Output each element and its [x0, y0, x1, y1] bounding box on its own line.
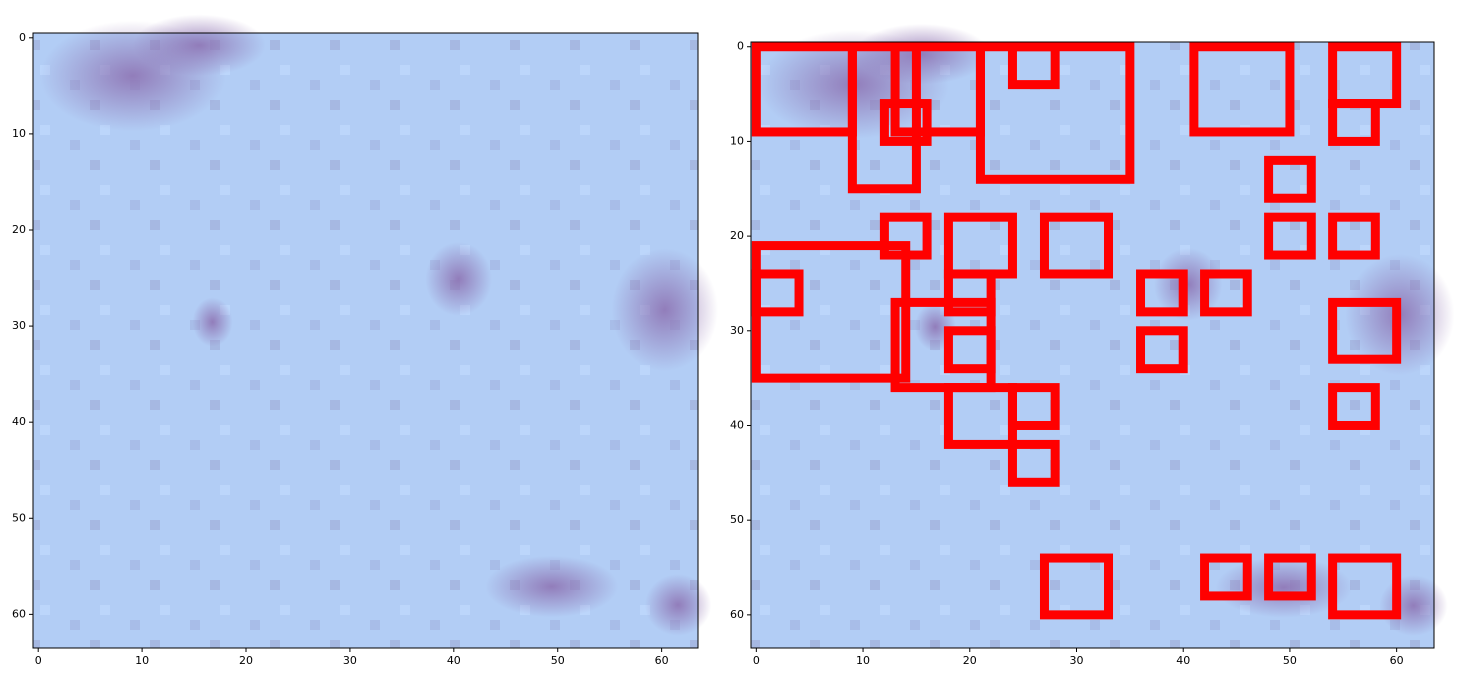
box [1328, 297, 1402, 364]
box [1200, 269, 1252, 317]
x-tick-label: 60 [1390, 654, 1404, 667]
y-tick-label: 10 [730, 134, 744, 147]
box [879, 99, 932, 146]
y-tick-label: 50 [730, 513, 744, 526]
axes-frame [32, 32, 699, 649]
box [1007, 383, 1060, 430]
y-tick-label: 0 [19, 31, 26, 44]
y-tick-label: 60 [730, 608, 744, 621]
y-tick-label: 0 [737, 40, 744, 53]
box [1007, 42, 1060, 90]
y-tick-label: 10 [12, 127, 26, 140]
box [1136, 269, 1188, 317]
box [1264, 212, 1316, 260]
box [1328, 99, 1380, 146]
box [1264, 553, 1316, 601]
box [1328, 383, 1380, 430]
box [943, 326, 996, 374]
x-tick-label: 30 [343, 654, 357, 667]
x-tick-label: 50 [551, 654, 565, 667]
y-tick-label: 40 [12, 415, 26, 428]
y-tick-label: 40 [730, 418, 744, 431]
image-blob [425, 242, 492, 316]
image-blob [485, 555, 619, 618]
x-tick-label: 20 [963, 654, 977, 667]
box [1039, 553, 1114, 620]
y-tick-label: 20 [730, 229, 744, 242]
y-tick-label: 60 [12, 607, 26, 620]
y-tick-label: 20 [12, 223, 26, 236]
x-tick-label: 10 [856, 654, 870, 667]
box [1136, 326, 1188, 374]
x-tick-label: 20 [239, 654, 253, 667]
y-tick-label: 50 [12, 511, 26, 524]
x-tick-label: 0 [753, 654, 760, 667]
y-tick-label: 30 [730, 324, 744, 337]
box [1200, 553, 1252, 601]
box [751, 269, 804, 317]
x-tick-label: 10 [135, 654, 149, 667]
image [33, 33, 698, 648]
x-tick-label: 0 [35, 654, 42, 667]
x-tick-label: 40 [1176, 654, 1190, 667]
x-tick-label: 50 [1283, 654, 1297, 667]
box [1039, 212, 1114, 279]
image-blob [192, 297, 233, 347]
axes-frame [750, 41, 1435, 649]
x-tick-label: 60 [655, 654, 669, 667]
image [751, 42, 1434, 648]
image-blob [611, 248, 718, 372]
box [1264, 155, 1316, 203]
x-tick-label: 30 [1069, 654, 1083, 667]
box [847, 42, 921, 194]
box [1328, 553, 1402, 620]
x-tick-label: 40 [447, 654, 461, 667]
y-tick-label: 30 [12, 319, 26, 332]
image-blob [132, 14, 266, 77]
image-blob [853, 23, 991, 85]
image-blob [1379, 575, 1448, 636]
box [1189, 42, 1295, 137]
panel: 0 10 20 30 40 50 60 0 10 20 30 40 50 60 [730, 23, 1455, 667]
box [1328, 212, 1380, 260]
panel: 0 10 20 30 40 50 60 0 10 20 30 40 50 60 [12, 14, 718, 667]
box [943, 269, 996, 317]
box [1007, 439, 1060, 487]
image-blob [644, 574, 712, 636]
